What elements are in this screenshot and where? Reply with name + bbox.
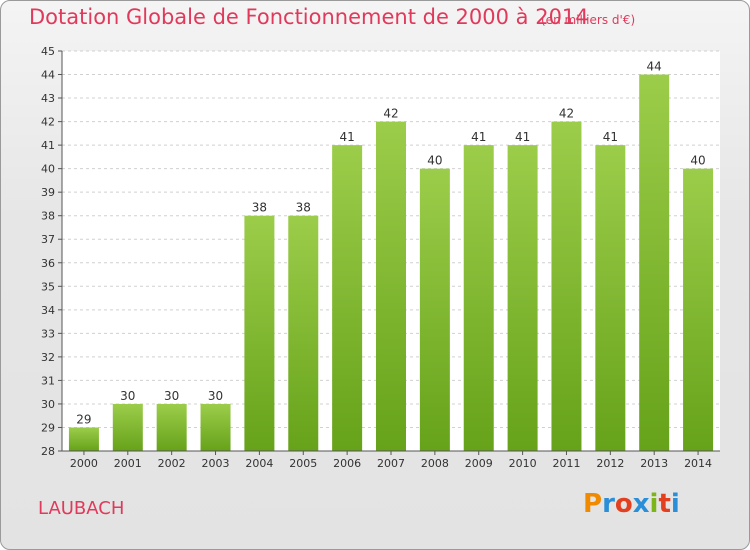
bar <box>507 145 538 451</box>
bar <box>683 168 714 451</box>
x-tick-label: 2009 <box>465 457 493 470</box>
logo-letter: i <box>670 489 680 519</box>
logo-letter: t <box>658 489 671 519</box>
data-label: 30 <box>208 389 223 403</box>
x-tick-label: 2014 <box>684 457 712 470</box>
y-tick-label: 41 <box>41 139 55 152</box>
y-tick-label: 32 <box>41 351 55 364</box>
commune-name: LAUBACH <box>38 498 125 519</box>
logo-letter: o <box>614 489 633 519</box>
x-tick-label: 2003 <box>202 457 230 470</box>
y-tick-label: 44 <box>41 69 55 82</box>
y-tick-label: 43 <box>41 92 55 105</box>
x-tick-label: 2011 <box>552 457 580 470</box>
y-tick-label: 38 <box>41 210 55 223</box>
data-label: 42 <box>559 107 574 121</box>
y-tick-label: 34 <box>41 304 55 317</box>
x-tick-label: 2000 <box>70 457 98 470</box>
y-tick-label: 28 <box>41 445 55 458</box>
bar <box>288 215 319 451</box>
x-tick-label: 2010 <box>509 457 537 470</box>
logo-letter: P <box>583 489 603 519</box>
bar <box>112 403 143 451</box>
data-label: 29 <box>76 412 91 426</box>
bar <box>419 168 450 451</box>
data-label: 44 <box>647 60 662 74</box>
bar <box>551 121 582 452</box>
data-label: 41 <box>603 130 618 144</box>
x-tick-label: 2005 <box>289 457 317 470</box>
logo-letter: i <box>649 489 659 519</box>
data-label: 41 <box>515 130 530 144</box>
data-label: 40 <box>690 154 705 168</box>
data-label: 41 <box>339 130 354 144</box>
y-tick-label: 37 <box>41 233 55 246</box>
x-tick-label: 2008 <box>421 457 449 470</box>
x-tick-label: 2012 <box>596 457 624 470</box>
y-tick-label: 31 <box>41 374 55 387</box>
y-tick-label: 39 <box>41 186 55 199</box>
x-tick-label: 2002 <box>158 457 186 470</box>
bar <box>463 145 494 451</box>
bar <box>332 145 363 451</box>
bar <box>595 145 626 451</box>
logo-letter: r <box>602 489 615 519</box>
chart-subtitle: (en milliers d'€) <box>541 13 636 27</box>
data-label: 30 <box>120 389 135 403</box>
logo-letter: x <box>632 489 650 519</box>
bar <box>68 427 99 451</box>
data-label: 30 <box>164 389 179 403</box>
bar <box>244 215 275 451</box>
y-tick-label: 35 <box>41 280 55 293</box>
bar <box>639 74 670 451</box>
data-label: 38 <box>252 201 267 215</box>
x-tick-label: 2007 <box>377 457 405 470</box>
y-tick-label: 40 <box>41 163 55 176</box>
data-label: 38 <box>296 201 311 215</box>
x-tick-label: 2001 <box>114 457 142 470</box>
x-tick-label: 2006 <box>333 457 361 470</box>
proxiti-logo: Proxiti <box>583 489 680 519</box>
x-tick-label: 2004 <box>245 457 273 470</box>
bar <box>200 403 231 451</box>
data-label: 40 <box>427 154 442 168</box>
data-label: 41 <box>471 130 486 144</box>
y-tick-label: 42 <box>41 116 55 129</box>
bar <box>376 121 406 452</box>
y-tick-label: 36 <box>41 257 55 270</box>
chart-title: Dotation Globale de Fonctionnement de 20… <box>29 5 589 29</box>
bar <box>156 403 187 451</box>
y-tick-label: 45 <box>41 45 55 58</box>
y-tick-label: 29 <box>41 421 55 434</box>
y-tick-label: 33 <box>41 327 55 340</box>
x-tick-label: 2013 <box>640 457 668 470</box>
data-label: 42 <box>383 107 398 121</box>
y-tick-label: 30 <box>41 398 55 411</box>
